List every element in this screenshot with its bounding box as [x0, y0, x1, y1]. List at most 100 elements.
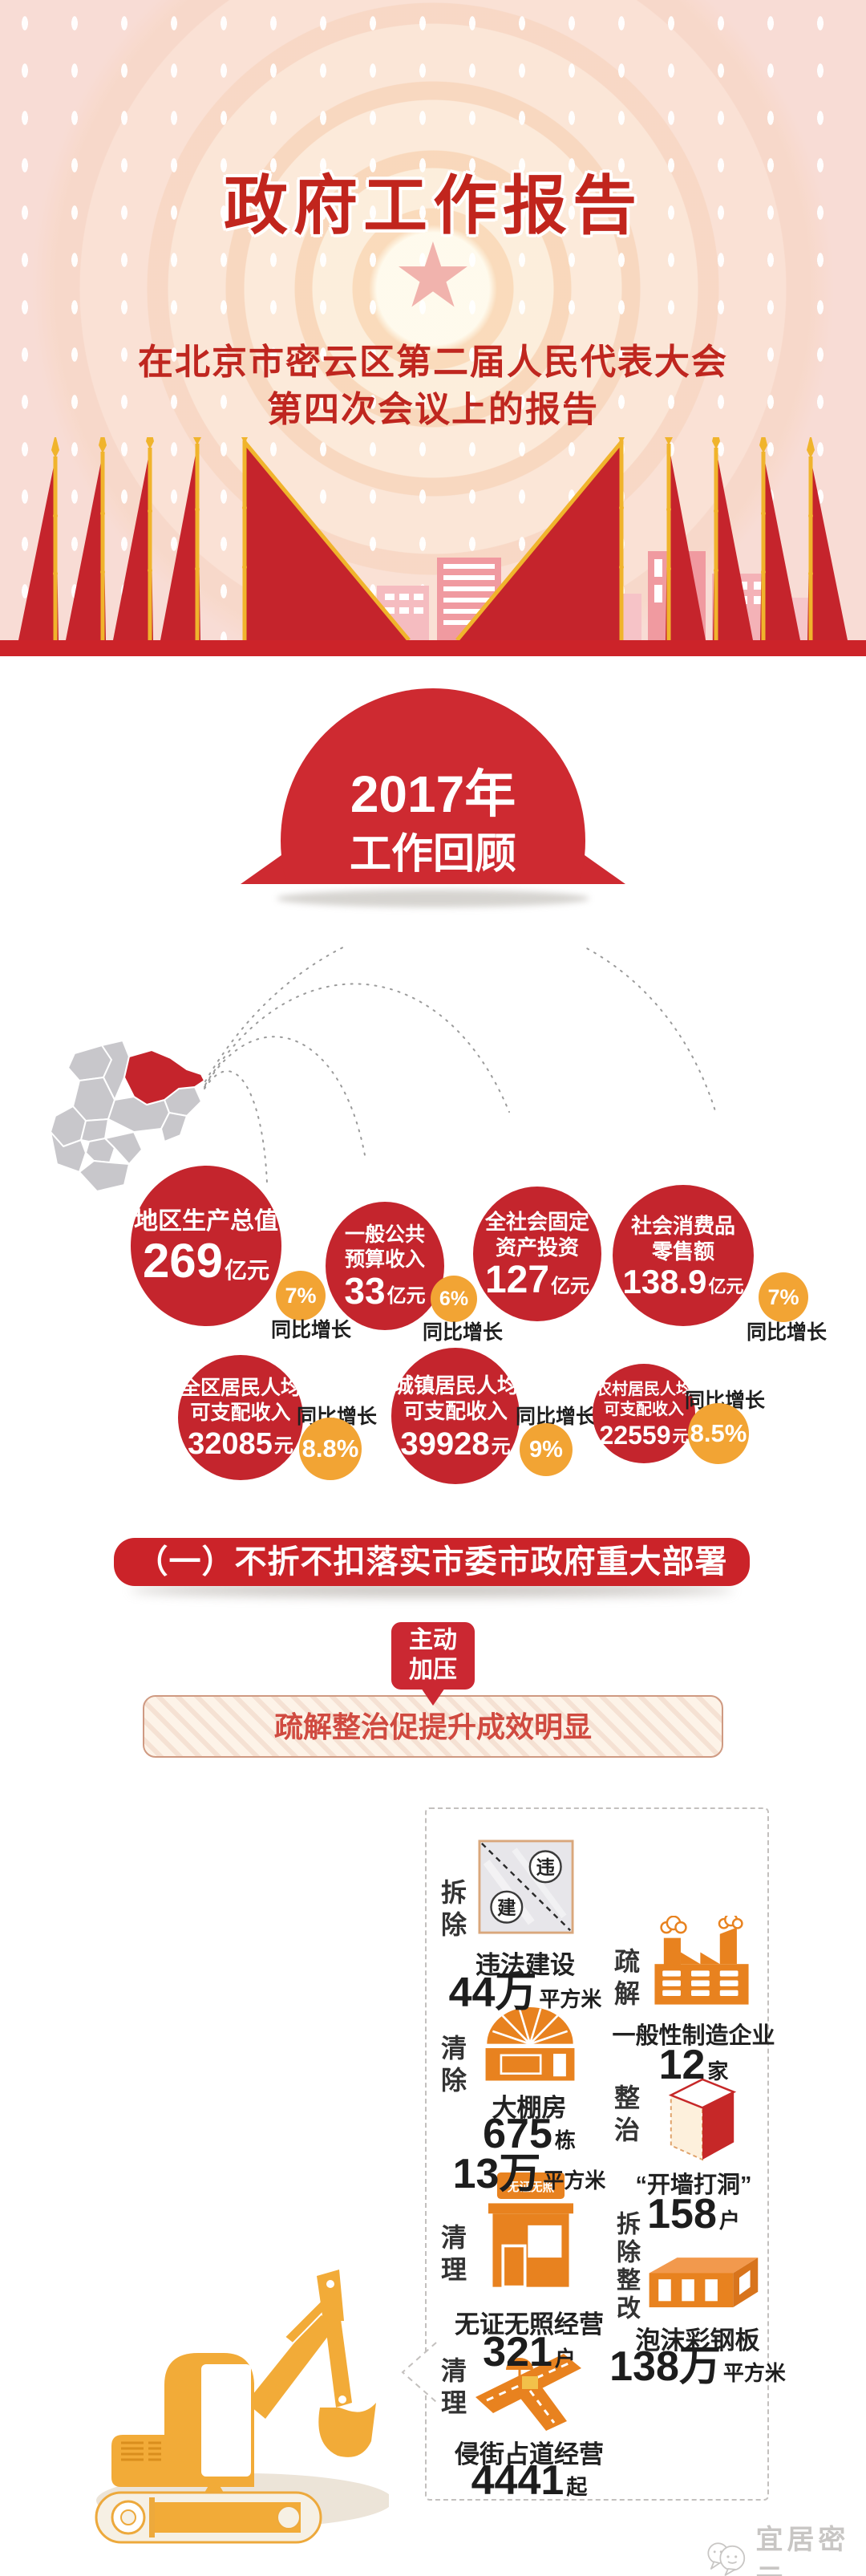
- stat-unit: 元: [672, 1427, 689, 1446]
- achievement-unit: 户: [554, 2347, 576, 2371]
- stat-label: 可支配收入: [604, 1400, 684, 1418]
- stat-label: 可支配收入: [403, 1399, 508, 1423]
- action-label: 清理: [438, 2224, 467, 2288]
- achievement-value: 158: [647, 2191, 717, 2237]
- stat-label: 可支配收入: [190, 1402, 291, 1424]
- growth-bubble: 8.5%: [688, 1403, 749, 1464]
- stat-value: 138.9: [622, 1262, 707, 1300]
- callout-badge: 主动 加压: [391, 1622, 475, 1690]
- stat-label: 全区居民人均: [180, 1376, 301, 1399]
- stat-bubble-income-urban: 城镇居民人均 可支配收入 39928 元: [391, 1348, 520, 1484]
- illegal-construction-icon: 违 建: [478, 1840, 574, 1934]
- section-banner: （一）不折不扣落实市委市政府重大部署: [114, 1538, 750, 1586]
- action-label: 清理: [438, 2357, 467, 2421]
- review-2017-badge: 2017年 工作回顾: [241, 688, 625, 907]
- achievement-value: 4441: [471, 2457, 565, 2504]
- stat-bubble-income-rural: 农村居民人均 可支配收入 22559 元: [593, 1364, 695, 1463]
- stat-value: 33: [344, 1270, 386, 1312]
- review-caption: 工作回顾: [350, 831, 516, 878]
- subtitle-line2: 第四次会议上的报告: [267, 390, 599, 429]
- chat-cloud-logo-icon: [707, 2542, 746, 2576]
- achievement-value: 12: [658, 2042, 706, 2088]
- action-label: 拆除: [438, 1879, 467, 1943]
- mark-build: 建: [497, 1897, 516, 1918]
- stat-label: 预算收入: [344, 1248, 425, 1271]
- action-label: 整治: [611, 2084, 640, 2148]
- greenhouse-icon: [485, 2007, 575, 2081]
- achievement-unit: 户: [718, 2209, 740, 2233]
- achievement-unit: 栋: [554, 2128, 576, 2152]
- growth-bubble: 7%: [276, 1271, 326, 1320]
- stat-unit: 元: [273, 1435, 293, 1458]
- panel-pointer-notch: [401, 2342, 437, 2403]
- excavator-illustration: [95, 2270, 389, 2544]
- stat-unit: 亿元: [225, 1257, 270, 1283]
- achievement-name: 侵街占道经营: [455, 2440, 604, 2468]
- callout-badge-line2: 加压: [409, 1657, 457, 1683]
- stat-unit: 亿元: [708, 1276, 744, 1296]
- achievement-name: 大棚房: [492, 2094, 567, 2122]
- growth-bubble: 9%: [520, 1423, 573, 1476]
- stat-value: 32085: [188, 1427, 273, 1462]
- star-icon: ★: [392, 225, 474, 326]
- action-label: 清除: [438, 2034, 467, 2099]
- stat-unit: 亿元: [551, 1275, 590, 1297]
- shop-sign-text: 无证无照: [507, 2180, 555, 2194]
- red-flags-right: [455, 437, 848, 642]
- achievement-value: 13万: [452, 2151, 541, 2197]
- growth-caption: 同比增长: [270, 1319, 351, 1341]
- stat-label: 农村居民人均: [596, 1380, 692, 1398]
- achievement-unit: 家: [707, 2059, 729, 2083]
- growth-bubble: 8.8%: [299, 1418, 362, 1480]
- achievement-value: 138万: [609, 2343, 721, 2390]
- page-title: 政府工作报告: [224, 170, 642, 241]
- subtitle-line1: 在北京市密云区第二届人民代表大会: [138, 343, 728, 382]
- review-year: 2017年: [350, 765, 516, 823]
- unlicensed-shop-icon: 无证无照: [488, 2172, 574, 2289]
- wall-hole-box-icon: [668, 2078, 737, 2161]
- achievement-value: 321: [483, 2329, 552, 2375]
- badge-shadow: [277, 890, 589, 907]
- factory-icon: [654, 1916, 749, 2005]
- stat-label: 零售额: [651, 1239, 714, 1264]
- stat-label: 城镇居民人均: [392, 1373, 518, 1398]
- growth-bubble: 7%: [759, 1272, 808, 1322]
- stat-value: 22559: [599, 1420, 671, 1450]
- stat-unit: 元: [491, 1435, 511, 1458]
- street-vendor-road-icon: [475, 2354, 581, 2431]
- mark-illegal: 违: [536, 1857, 555, 1878]
- achievement-unit: 平方米: [539, 1987, 602, 2011]
- callout-badge-line1: 主动: [409, 1627, 457, 1653]
- achievement-name: 无证无照经营: [455, 2310, 604, 2339]
- beijing-map: [50, 1040, 205, 1192]
- stat-label: 地区生产总值: [134, 1208, 278, 1235]
- flags-and-skyline-graphic: [0, 437, 866, 656]
- stat-value: 39928: [400, 1426, 490, 1462]
- stat-bubble-income-all: 全区居民人均 可支配收入 32085 元: [178, 1355, 303, 1480]
- achievement-name: 泡沫彩钢板: [635, 2327, 760, 2355]
- stat-label: 社会消费品: [630, 1213, 735, 1238]
- footer-logo: 宜居密云: [704, 2517, 866, 2576]
- stat-value: 127: [484, 1258, 550, 1301]
- achievement-name: “开墙打洞”: [635, 2172, 752, 2198]
- stat-label: 一般公共: [344, 1223, 425, 1246]
- stat-value: 269: [142, 1233, 224, 1288]
- stat-bubble-investment: 全社会固定 资产投资 127 亿元: [473, 1187, 601, 1321]
- achievement-value: 675: [483, 2111, 552, 2157]
- callout-box: 疏解整治促提升成效明显: [143, 1695, 723, 1758]
- action-label: 拆除整改: [613, 2211, 639, 2323]
- achievement-unit: 平方米: [543, 2168, 606, 2193]
- action-label: 疏解: [611, 1948, 640, 2012]
- achievement-unit: 起: [566, 2475, 588, 2499]
- district-miyun-highlight: [123, 1049, 205, 1105]
- growth-caption: 同比增长: [422, 1321, 503, 1344]
- footer-logo-text: 宜居密云: [755, 2525, 850, 2576]
- stat-label: 全社会固定: [484, 1209, 589, 1234]
- achievement-value: 44万: [448, 1970, 537, 2016]
- stat-bubble-budget: 一般公共 预算收入 33 亿元: [326, 1202, 444, 1330]
- achievements-panel: [425, 1807, 769, 2501]
- achievement-name: 违法建设: [475, 1951, 575, 1979]
- achievement-name: 一般性制造企业: [612, 2023, 775, 2049]
- stat-unit: 亿元: [386, 1285, 426, 1308]
